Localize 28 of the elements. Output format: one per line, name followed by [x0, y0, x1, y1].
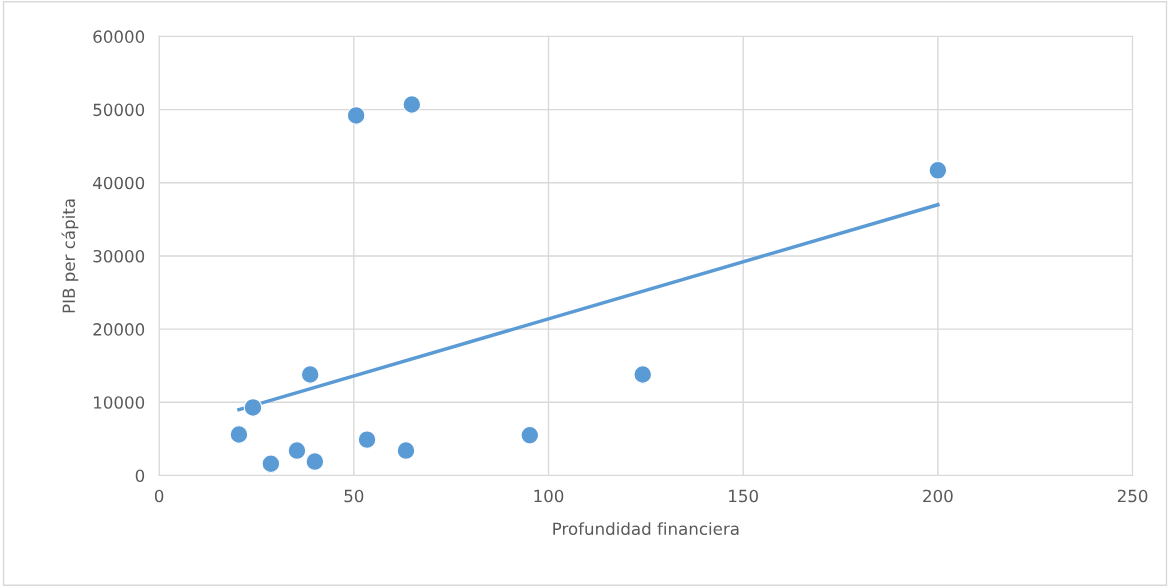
- x-tick-label: 150: [729, 489, 758, 503]
- x-tick-label: 200: [923, 489, 953, 503]
- y-tick-label: 20000: [93, 323, 145, 336]
- point: [261, 454, 281, 474]
- x-tick-label: 250: [1117, 489, 1148, 503]
- point: [229, 425, 249, 444]
- point: [520, 425, 540, 445]
- point: [300, 365, 320, 384]
- y-tick-label: 0: [135, 469, 145, 483]
- point: [357, 430, 377, 449]
- point: [928, 160, 948, 180]
- point: [402, 95, 422, 114]
- point: [346, 106, 366, 125]
- x-tick-label: 50: [344, 489, 364, 503]
- y-axis-title: PIB per cápita: [61, 199, 79, 313]
- point: [243, 398, 263, 417]
- y-tick-label: 40000: [93, 176, 145, 190]
- y-tick-label: 10000: [94, 396, 145, 409]
- x-axis-title: Profundidad financiera: [553, 522, 739, 536]
- point: [633, 365, 653, 384]
- y-tick-label: 30000: [93, 249, 145, 263]
- y-tick-label: 60000: [93, 30, 145, 43]
- point: [396, 441, 416, 460]
- x-tick-label: 100: [534, 489, 564, 503]
- y-tick-label: 50000: [93, 103, 145, 117]
- point: [287, 441, 307, 460]
- point: [305, 452, 325, 471]
- x-tick-label: 0: [154, 489, 164, 503]
